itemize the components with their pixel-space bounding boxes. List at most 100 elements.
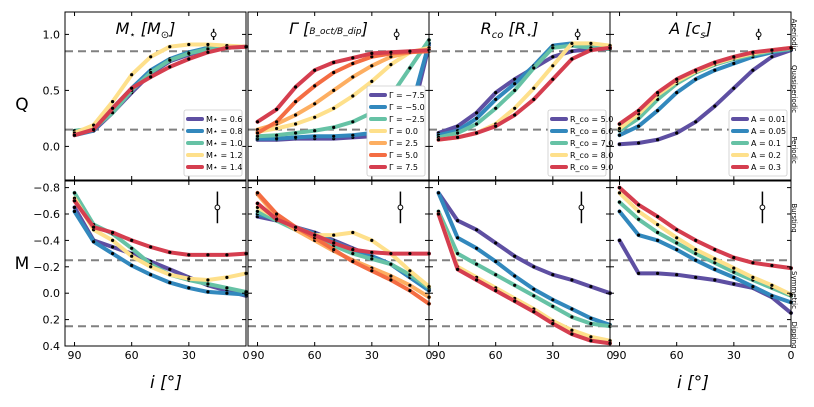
data-point: [168, 273, 172, 277]
y-tick-label: −0.4: [33, 234, 60, 247]
data-point: [255, 201, 260, 205]
data-point: [713, 60, 717, 64]
x-tick-label: 90: [432, 349, 446, 362]
panel-m-2: 90 60 30 0: [428, 180, 614, 362]
data-point: [589, 285, 593, 289]
legend-label: R_co = 7.0: [570, 139, 613, 148]
data-point: [656, 223, 660, 227]
data-point: [225, 275, 229, 279]
data-point: [675, 228, 679, 232]
data-point: [294, 113, 298, 117]
x-tick-label: 30: [365, 349, 379, 362]
legend-label: A = 0.3: [751, 163, 781, 172]
data-point: [694, 68, 698, 72]
regime-label-quasiperiodic: Quasiperiodic: [790, 65, 798, 113]
series-line: [72, 44, 248, 138]
data-point: [732, 270, 736, 274]
data-point: [751, 68, 755, 72]
data-point: [206, 253, 210, 257]
legend-label: Γ = −7.5: [389, 91, 425, 100]
data-point: [370, 64, 374, 68]
data-point: [187, 51, 191, 56]
legend-label: M⋆ = 0.6: [206, 115, 242, 124]
error-bar-marker: [397, 204, 404, 211]
regime-label-bursting: Bursting: [790, 203, 798, 232]
series-line: [617, 238, 793, 315]
data-point: [92, 240, 96, 244]
data-point: [294, 225, 298, 229]
data-point: [168, 267, 172, 271]
data-point: [656, 230, 660, 235]
panel-q-0: 0.0 0.5 1.0 M⋆ [M⊙] M⋆ = 0.6 M⋆ = 0.8 M⋆ = 1.0…: [43, 11, 248, 181]
data-point: [225, 291, 229, 295]
data-point: [275, 107, 279, 111]
panel-frame: [64, 11, 247, 181]
panel-title-part: co: [492, 30, 504, 41]
panel-title-part: ⋆: [129, 30, 135, 41]
legend-label: M⋆ = 0.8: [206, 127, 242, 136]
data-point: [694, 238, 698, 242]
data-point: [656, 109, 660, 113]
data-point: [456, 252, 460, 256]
data-point: [111, 252, 115, 256]
series-line: [436, 43, 612, 140]
data-point: [313, 233, 317, 237]
data-point: [732, 86, 736, 90]
legend: A = 0.01 A = 0.05 A = 0.1 A = 0.2 A = 0.3: [728, 109, 788, 177]
data-point: [351, 230, 355, 235]
data-point: [532, 97, 536, 101]
data-point: [149, 245, 153, 249]
series-line: [436, 212, 612, 346]
data-point: [332, 241, 336, 245]
data-point: [408, 283, 412, 287]
panel-frame: [609, 11, 792, 181]
data-point: [225, 46, 229, 50]
error-bar-marker: [393, 31, 400, 38]
m-row-label: M: [15, 254, 30, 274]
legend-label: Γ = −5.0: [389, 103, 425, 112]
data-point: [570, 328, 574, 332]
data-point: [255, 191, 260, 195]
data-point: [187, 286, 191, 290]
data-point: [617, 200, 622, 204]
series-line: [255, 201, 431, 256]
data-point: [656, 215, 660, 219]
data-point: [255, 120, 260, 124]
y-tick-label: 0.0: [43, 287, 61, 300]
data-point: [694, 258, 698, 262]
data-point: [168, 58, 172, 62]
panel-title-part: ]: [531, 19, 538, 38]
data-point: [294, 85, 298, 89]
data-point: [694, 120, 698, 124]
data-point: [149, 273, 153, 277]
legend-label: Γ = 2.5: [389, 139, 418, 148]
data-point: [408, 49, 412, 53]
legend-box: [728, 109, 788, 177]
data-point: [475, 116, 479, 120]
series-line: [255, 48, 431, 124]
data-point: [637, 109, 641, 113]
data-point: [370, 55, 374, 59]
data-point: [149, 55, 153, 59]
data-point: [475, 278, 479, 282]
data-point: [589, 48, 593, 52]
panel-title-part: Γ [: [289, 19, 310, 38]
data-point: [294, 100, 298, 104]
data-point: [436, 212, 441, 216]
data-point: [275, 217, 279, 221]
x-tick-label: 60: [308, 349, 322, 362]
data-point: [713, 68, 717, 72]
data-point: [513, 82, 517, 86]
panel-title: A [cs]: [668, 19, 712, 41]
data-point: [370, 79, 374, 83]
data-point: [206, 282, 210, 286]
panels-layer: 0.00.51.0 M⋆ [M⊙]M⋆ = 0.6M⋆ = 0.8M⋆ = 1.0…: [33, 11, 795, 362]
regime-label-symmetric: Symmetric: [790, 271, 798, 309]
legend-box: [547, 109, 607, 177]
data-point: [494, 124, 498, 128]
legend: M⋆ = 0.6 M⋆ = 0.8 M⋆ = 1.0 M⋆ = 1.2 M⋆ = 1.4: [183, 109, 242, 177]
legend-label: Γ = 5.0: [389, 151, 418, 160]
x-axis-label-col3: i [°]: [677, 373, 709, 393]
legend-label: R_co = 6.0: [570, 127, 613, 136]
